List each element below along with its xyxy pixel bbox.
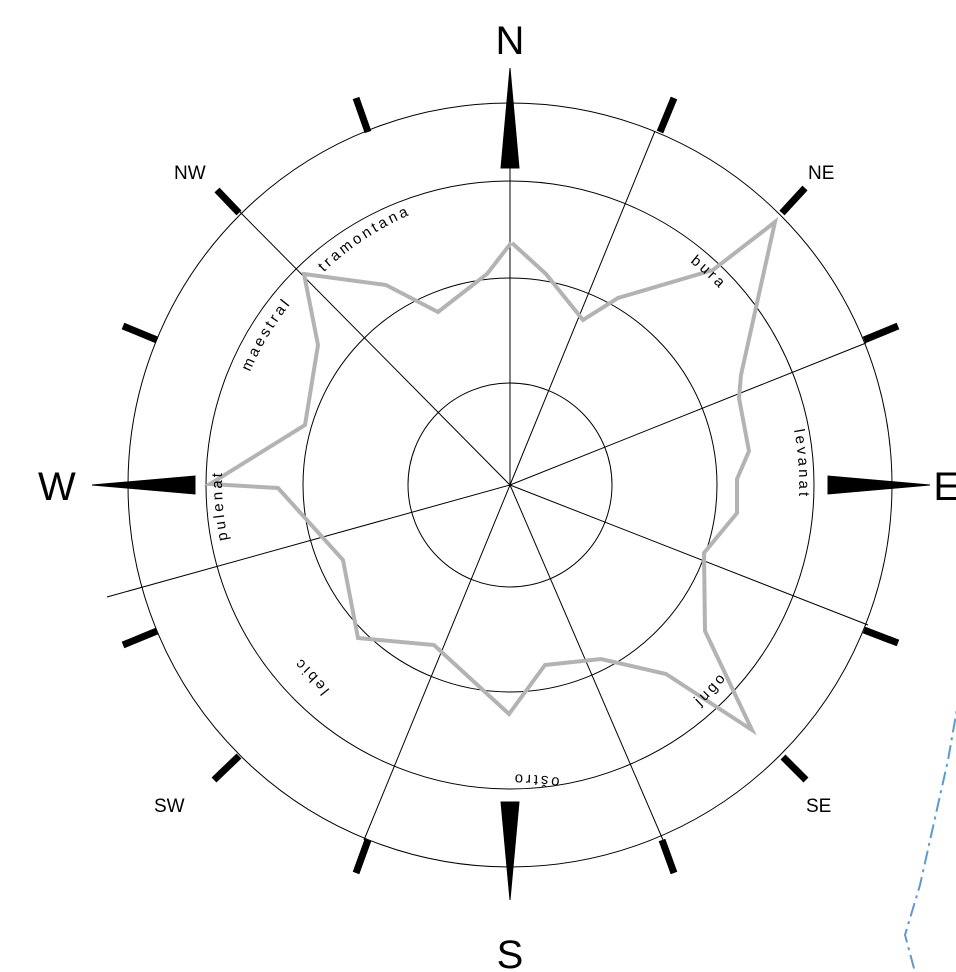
spoke-wsw — [106, 484, 511, 598]
tick-nne — [656, 96, 678, 134]
wind-label-levanat: levanat — [790, 428, 812, 500]
tick-ese — [862, 626, 900, 647]
wind-label-pulenat: pulenat — [209, 470, 232, 543]
label-s: S — [497, 933, 524, 972]
label-sw: SW — [154, 796, 185, 817]
label-se: SE — [806, 796, 831, 817]
spoke-ene — [509, 342, 867, 486]
wind-profile-line — [203, 217, 779, 736]
label-e: E — [933, 465, 956, 509]
arrow-w — [91, 475, 196, 495]
tick-se — [780, 754, 809, 783]
arrow-n — [500, 67, 520, 169]
dash-dot-line — [903, 708, 956, 972]
arrow-e — [827, 475, 931, 495]
spoke-nw — [237, 209, 511, 486]
tick-ne — [779, 185, 808, 216]
spoke-ssw — [363, 484, 511, 841]
wind-label-lebic: lebic — [290, 653, 333, 698]
tick-nw — [214, 187, 242, 216]
cardinal-arrows — [91, 67, 931, 901]
wind-label-bura: bura — [687, 252, 730, 293]
label-ne: NE — [808, 163, 834, 184]
tick-marks — [121, 96, 900, 875]
label-w: W — [38, 465, 76, 509]
tick-nnw — [352, 96, 372, 134]
tick-wsw — [121, 627, 159, 649]
arrow-s — [500, 801, 520, 901]
tick-ene — [862, 322, 900, 344]
tick-ssw — [352, 838, 372, 875]
spoke-nne — [509, 130, 656, 486]
tick-wnw — [121, 322, 159, 344]
spoke-ese — [509, 484, 869, 626]
wind-label-ostro: oštro — [512, 770, 561, 790]
tick-sse — [658, 838, 678, 875]
tick-sw — [211, 753, 242, 783]
wind-label-tramontana: tramontana — [315, 202, 413, 275]
label-nw: NW — [174, 163, 206, 184]
label-n: N — [496, 19, 525, 63]
